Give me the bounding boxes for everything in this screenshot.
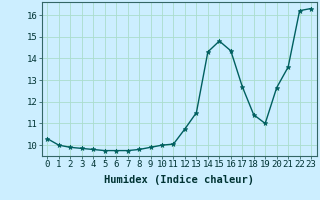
X-axis label: Humidex (Indice chaleur): Humidex (Indice chaleur) [104,175,254,185]
